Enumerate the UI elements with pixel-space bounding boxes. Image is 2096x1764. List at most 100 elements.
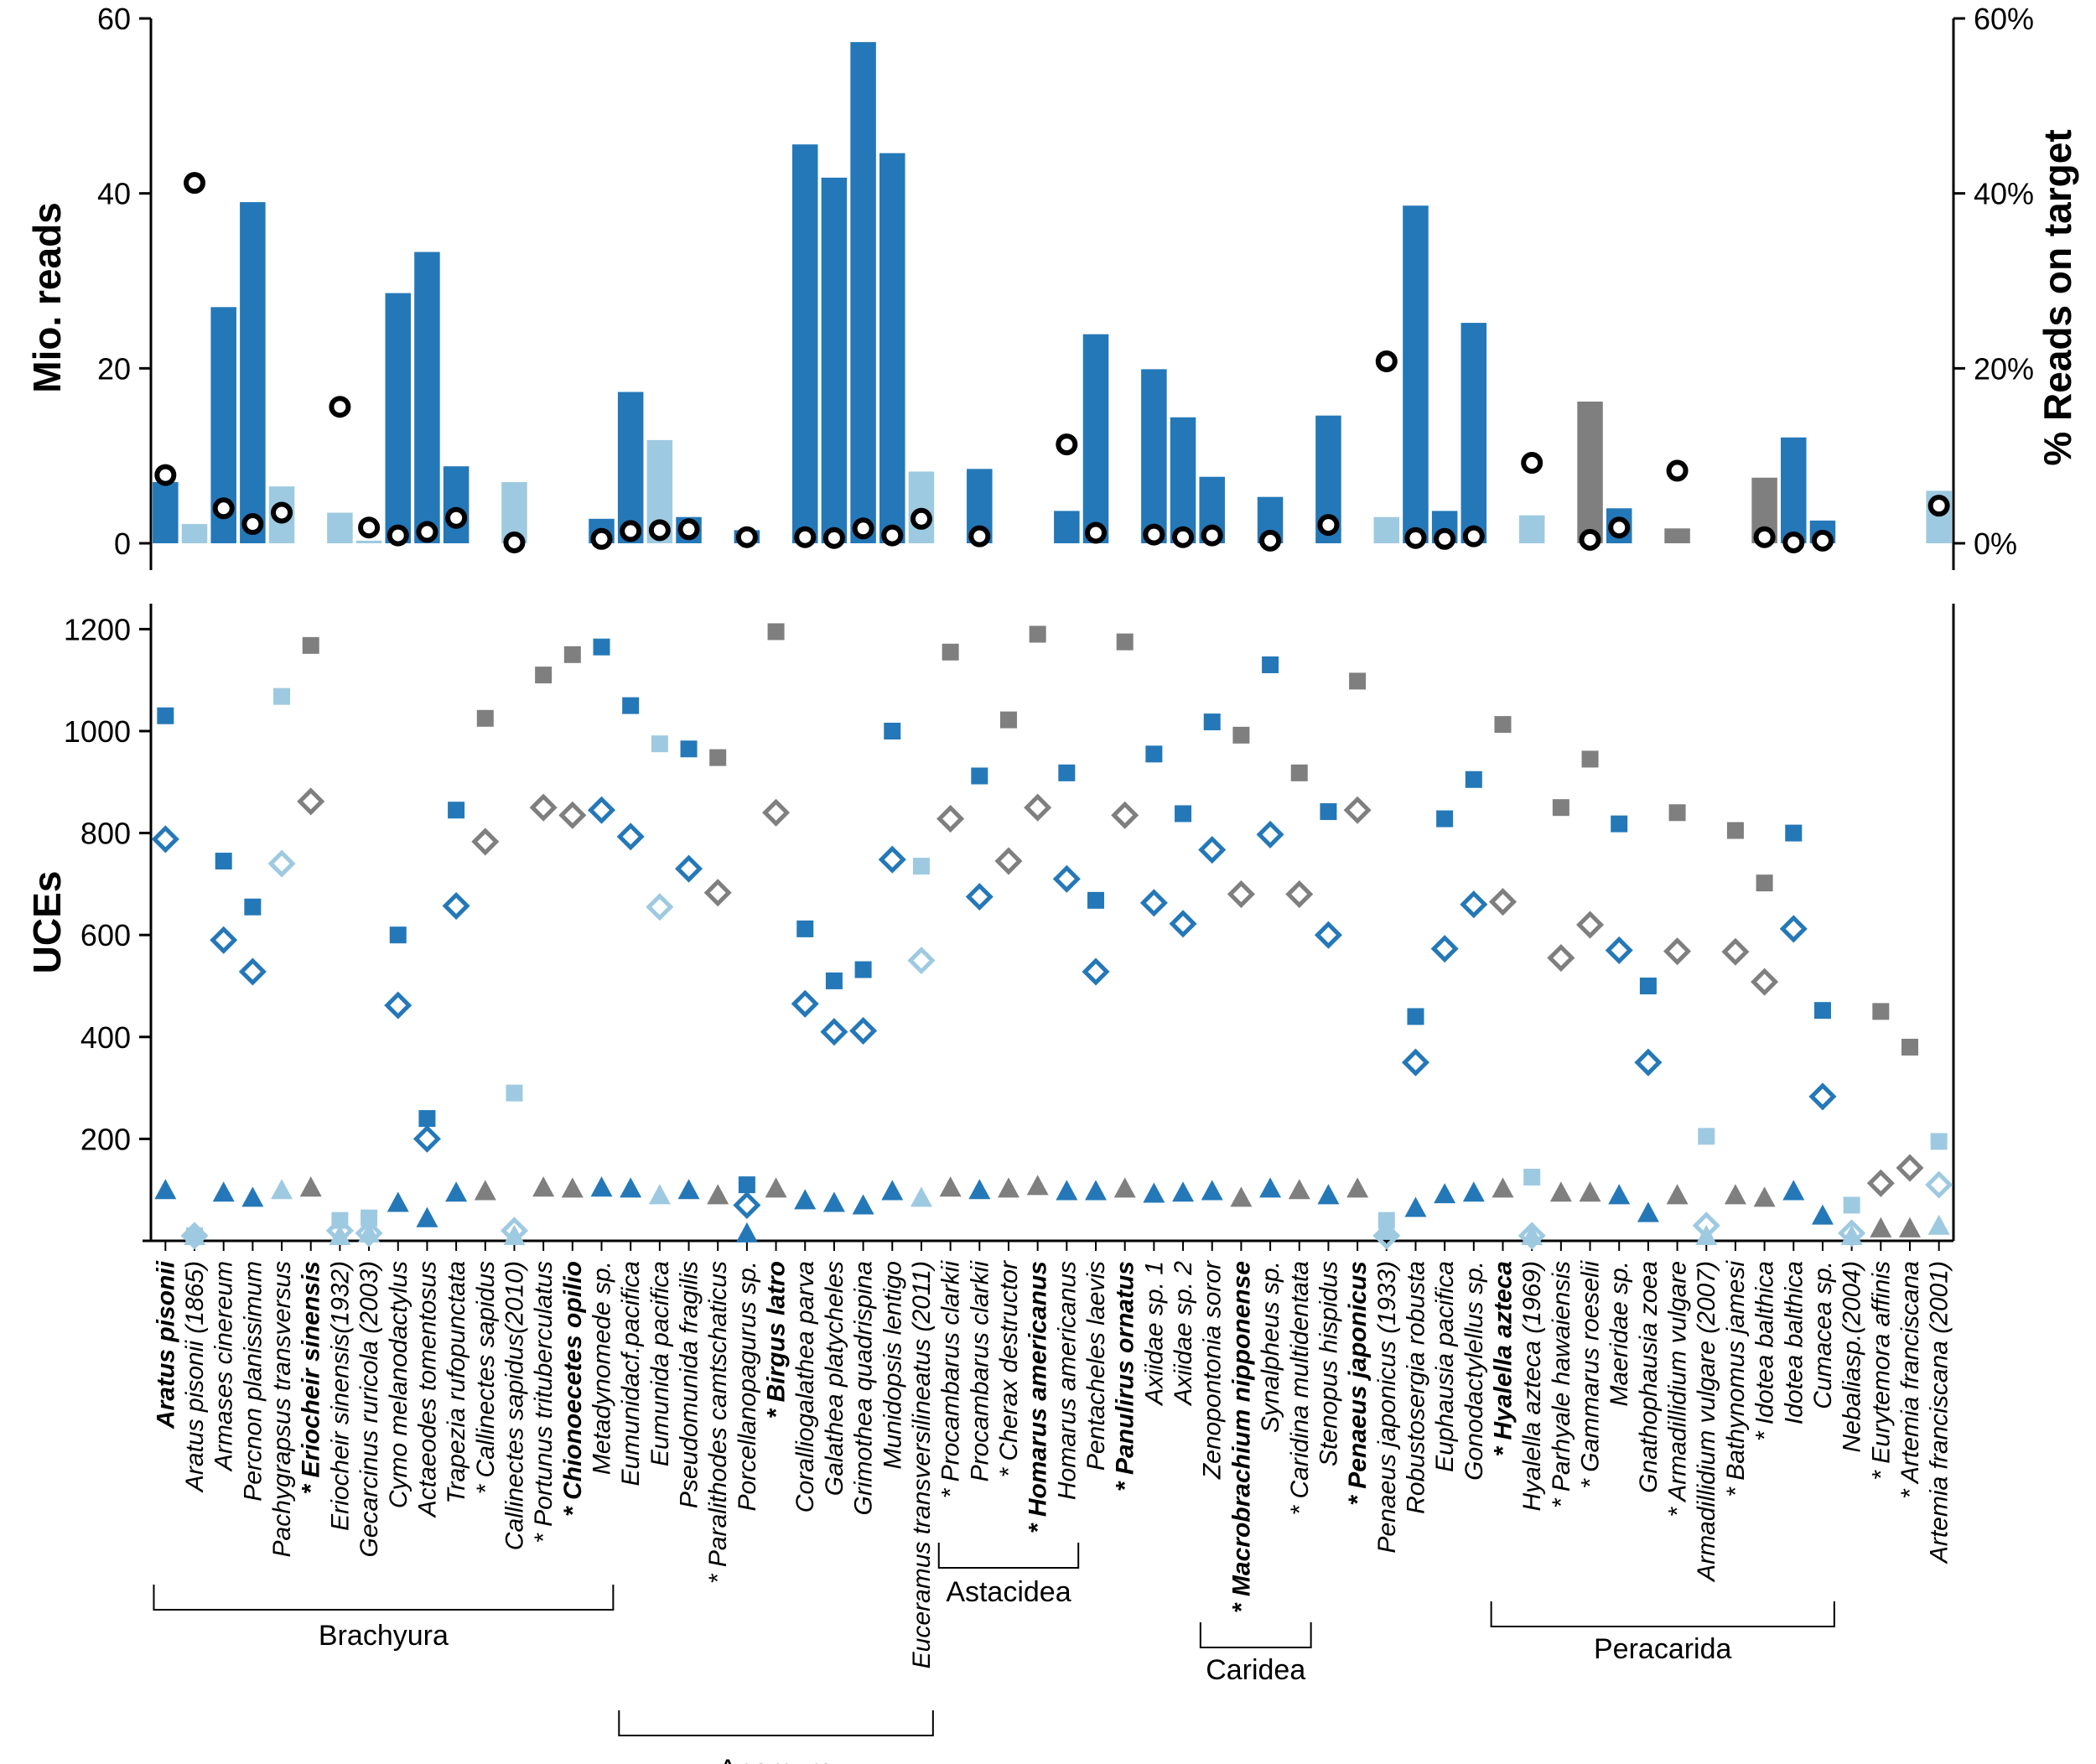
uce-square-point [1494, 716, 1512, 734]
uce-triangle-point [881, 1180, 904, 1201]
uce-square-point [912, 858, 930, 875]
category-label: * Idotea balthica [1751, 1261, 1779, 1441]
uce-triangle-point [212, 1181, 235, 1202]
on-target-point [910, 507, 932, 530]
category-label: Euceramus transversilineatus (2011) [908, 1261, 936, 1668]
uce-triangle-point [1375, 1219, 1398, 1240]
category-label: Gecarcinus ruricola (2003) [355, 1261, 383, 1557]
category-label: Munidopsis lentigo [879, 1261, 906, 1469]
uce-triangle-point [1579, 1181, 1601, 1202]
on-target-point [358, 516, 381, 539]
uce-triangle-point [1492, 1177, 1514, 1198]
uce-diamond-point [1024, 793, 1052, 822]
uce-diamond-point [238, 957, 267, 986]
category-label: Synalpheus sp. [1257, 1261, 1284, 1433]
uce-triangle-point [503, 1224, 526, 1245]
uce-diamond-point [384, 991, 412, 1019]
read-bar [1577, 401, 1603, 543]
on-target-point [1404, 527, 1427, 549]
uce-diamond-point [1751, 968, 1779, 996]
on-target-point [1317, 514, 1340, 537]
uce-square-point [215, 853, 232, 870]
uce-diamond-point [1663, 937, 1692, 966]
uce-triangle-point [387, 1191, 409, 1212]
on-target-point [445, 506, 468, 529]
on-target-point [184, 172, 206, 195]
uce-triangle-point [1811, 1204, 1834, 1225]
group-label: Caridea [1206, 1654, 1305, 1686]
uce-square-point [767, 623, 785, 641]
on-target-point [794, 526, 817, 548]
uce-square-point [1901, 1038, 1918, 1056]
category-label: Nebaliasp.(2004) [1839, 1261, 1866, 1452]
uce-triangle-point [822, 1191, 845, 1212]
category-label: * Bathynomus jamesi [1722, 1260, 1750, 1497]
uce-diamond-point [1139, 889, 1168, 917]
on-target-point [881, 524, 904, 547]
uce-triangle-point [445, 1181, 468, 1202]
uce-square-point [1320, 803, 1337, 821]
uce-diamond-point [1488, 888, 1518, 916]
uce-diamond-point [1605, 936, 1633, 964]
uce-square-point [157, 707, 174, 724]
uce-diamond-point [587, 796, 616, 824]
category-label: Aratus pisonii [152, 1260, 179, 1429]
uce-diamond-point [733, 1191, 761, 1219]
uce-tick-label: 800 [80, 817, 131, 851]
uce-square-point [1232, 726, 1250, 744]
uce-square-point [942, 643, 959, 661]
uce-triangle-point [358, 1222, 381, 1243]
uce-tick-label: 200 [80, 1122, 131, 1156]
y2-tick-label: 40% [1974, 177, 2034, 211]
uce-diamond-point [355, 1219, 383, 1248]
read-bar [153, 481, 179, 543]
uce-diamond-point [210, 926, 238, 954]
uce-diamond-point [1285, 880, 1314, 909]
category-label: Coralliogalathea parva [791, 1261, 819, 1512]
on-target-point [1056, 433, 1078, 456]
uce-square-point [302, 636, 319, 654]
on-target-point [822, 527, 845, 549]
uce-square-point [1639, 978, 1657, 994]
uce-triangle-point [1840, 1224, 1863, 1245]
uce-diamond-point [703, 879, 732, 907]
uce-square-point [1349, 672, 1367, 690]
uce-triangle-point [852, 1194, 874, 1215]
read-bar [850, 42, 876, 544]
uce-diamond-point [878, 845, 906, 874]
uce-diamond-point [1111, 801, 1139, 829]
uce-diamond-point [412, 1124, 441, 1153]
uce-square-point [1523, 1169, 1541, 1186]
uce-diamond-point [849, 1016, 878, 1045]
read-bar [1373, 516, 1400, 543]
category-label: Procambarus clarkii [966, 1260, 994, 1482]
uce-square-point [1203, 713, 1221, 731]
category-label: * Portunus trituberculatus [530, 1261, 558, 1544]
read-bar [1403, 205, 1429, 544]
category-label: Galathea platycheles [821, 1261, 848, 1496]
uce-diamond-point [471, 828, 500, 856]
category-label: * Birgus latro [763, 1261, 791, 1419]
uce-square-point [244, 898, 262, 916]
uce-square-point [1785, 824, 1803, 842]
read-bar [1170, 417, 1196, 543]
category-label: * Macrobrachium nipponense [1227, 1261, 1255, 1613]
uce-square-point [1872, 1003, 1890, 1020]
uce-square-point [1930, 1133, 1948, 1150]
category-labels: Aratus pisonii Aratus pisonii (1865) Armas… [152, 1260, 1953, 1669]
uce-diamond-point [1401, 1048, 1430, 1077]
uce-diamond-point [529, 793, 558, 822]
y2-tick-label: 20% [1974, 351, 2034, 386]
read-bar [1054, 511, 1080, 543]
uce-square-point [418, 1110, 436, 1128]
category-label: Gnathophausia zoea [1635, 1261, 1663, 1493]
uce-triangle-point [765, 1177, 787, 1198]
category-label: Robustosergia robusta [1402, 1261, 1429, 1514]
category-label: Metadynomede sp. [589, 1261, 616, 1475]
group-bracket [1490, 1601, 1835, 1627]
read-bar [1781, 437, 1807, 543]
uce-square-point [1698, 1128, 1715, 1145]
category-label: Maeridae sp. [1606, 1261, 1633, 1406]
read-bar [1460, 323, 1487, 543]
category-label: Homarus americanus [1053, 1261, 1081, 1500]
